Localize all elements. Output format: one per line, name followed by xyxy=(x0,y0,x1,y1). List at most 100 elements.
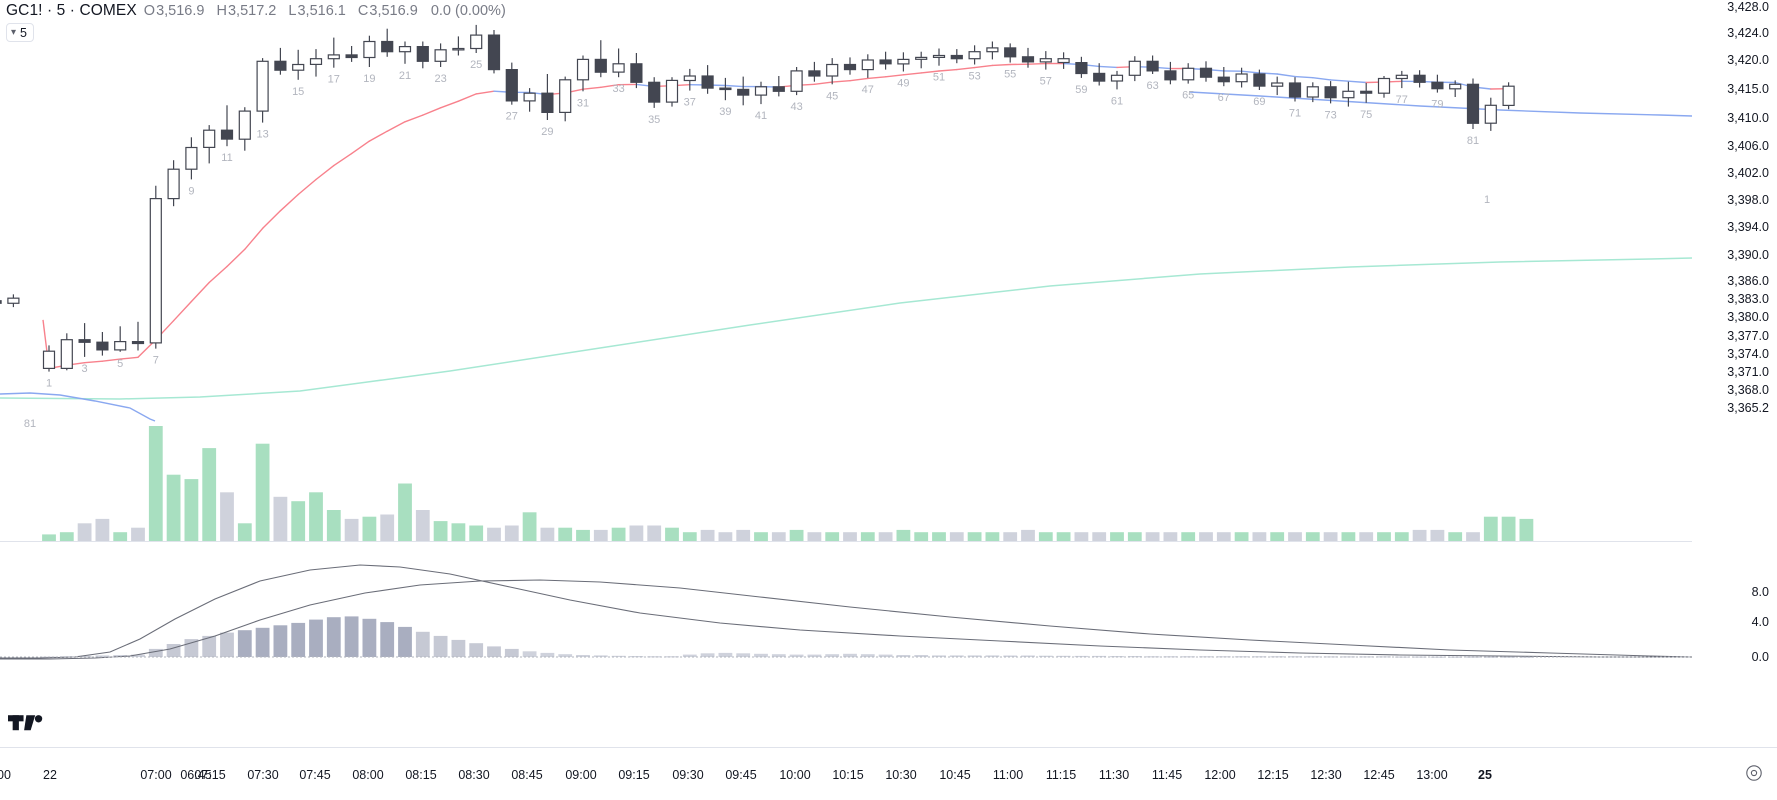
volume-bar xyxy=(611,527,626,541)
candle[interactable] xyxy=(665,77,679,107)
candle[interactable] xyxy=(648,77,661,108)
candle[interactable] xyxy=(1288,77,1302,102)
candle[interactable] xyxy=(1075,56,1088,78)
candle[interactable] xyxy=(790,67,803,96)
candle[interactable] xyxy=(238,107,251,151)
candle[interactable] xyxy=(701,65,714,94)
candle[interactable] xyxy=(363,35,376,67)
candle[interactable] xyxy=(78,323,91,357)
candle[interactable] xyxy=(523,88,536,112)
candle[interactable] xyxy=(327,37,340,68)
candle[interactable] xyxy=(1182,63,1195,84)
candle[interactable] xyxy=(167,160,180,207)
candle[interactable] xyxy=(149,185,162,349)
candle[interactable] xyxy=(1235,67,1248,88)
candle[interactable] xyxy=(1395,70,1408,89)
macd-pane[interactable] xyxy=(0,547,1692,747)
candle[interactable] xyxy=(737,76,750,106)
candle[interactable] xyxy=(826,58,839,85)
candle[interactable] xyxy=(309,49,323,77)
interval-selector[interactable]: ▾ 5 xyxy=(6,23,34,42)
candle[interactable] xyxy=(487,30,501,74)
candle[interactable] xyxy=(630,53,643,89)
candle[interactable] xyxy=(1253,69,1266,90)
candle[interactable] xyxy=(594,40,607,78)
candle[interactable] xyxy=(915,51,928,69)
candle[interactable] xyxy=(256,58,269,123)
legend-symbol[interactable]: GC1! · 5 · COMEX xyxy=(6,2,137,19)
candle[interactable] xyxy=(808,61,821,82)
tradingview-logo[interactable] xyxy=(8,710,48,736)
candle[interactable] xyxy=(879,51,892,70)
candle[interactable] xyxy=(1093,63,1106,86)
candle[interactable] xyxy=(452,36,465,56)
candle[interactable] xyxy=(1217,67,1230,87)
candle[interactable] xyxy=(1342,81,1355,107)
candle[interactable] xyxy=(1057,52,1070,69)
candle[interactable] xyxy=(683,68,696,91)
candle[interactable] xyxy=(0,293,2,305)
candle[interactable] xyxy=(541,74,554,120)
candle[interactable] xyxy=(274,47,287,75)
candle[interactable] xyxy=(1324,81,1337,104)
candle[interactable] xyxy=(719,77,732,101)
candle[interactable] xyxy=(576,55,590,92)
volume-bar xyxy=(576,529,590,541)
candle[interactable] xyxy=(754,81,768,105)
candle[interactable] xyxy=(220,105,234,147)
volume-bar xyxy=(166,474,181,541)
candle[interactable] xyxy=(1199,61,1213,82)
candle[interactable] xyxy=(950,49,963,64)
candle[interactable] xyxy=(1466,78,1480,130)
candlestick-series[interactable] xyxy=(0,24,1515,372)
macd-histogram-bar xyxy=(113,655,128,657)
price-scale[interactable]: 3,428.0 3,424.0 3,420.0 3,415.0 3,410.0 3,406… xyxy=(1692,0,1777,747)
candle[interactable] xyxy=(345,46,358,62)
candle[interactable] xyxy=(986,41,999,60)
candle[interactable] xyxy=(1413,70,1426,88)
candle[interactable] xyxy=(1449,80,1462,97)
candle[interactable] xyxy=(470,24,483,53)
candle[interactable] xyxy=(1271,76,1284,96)
candle[interactable] xyxy=(861,54,874,78)
candle[interactable] xyxy=(203,125,216,164)
candle[interactable] xyxy=(1164,61,1177,85)
candle[interactable] xyxy=(505,62,518,105)
candle[interactable] xyxy=(772,76,785,97)
pane-separator-1[interactable] xyxy=(0,541,1692,542)
candle[interactable] xyxy=(96,332,109,356)
candle[interactable] xyxy=(416,41,429,69)
candle[interactable] xyxy=(42,345,56,372)
candle[interactable] xyxy=(1039,51,1052,70)
candle[interactable] xyxy=(131,321,145,351)
candle[interactable] xyxy=(1021,47,1035,68)
candle[interactable] xyxy=(1431,74,1444,93)
candle[interactable] xyxy=(1128,56,1141,82)
candle[interactable] xyxy=(843,57,857,75)
candle[interactable] xyxy=(1484,97,1497,131)
candle[interactable] xyxy=(612,48,625,78)
candle[interactable] xyxy=(897,52,910,72)
candle[interactable] xyxy=(1306,82,1319,103)
candle[interactable] xyxy=(292,49,305,80)
candle[interactable] xyxy=(1146,55,1159,75)
candle[interactable] xyxy=(60,333,73,371)
candle[interactable] xyxy=(968,45,981,65)
chart-settings-icon[interactable] xyxy=(1745,764,1763,782)
candle[interactable] xyxy=(381,28,394,57)
candle[interactable] xyxy=(932,48,946,66)
candle[interactable] xyxy=(7,294,20,308)
candle[interactable] xyxy=(114,326,127,352)
macd-histogram-bar xyxy=(914,655,929,657)
candle[interactable] xyxy=(434,43,447,67)
candle[interactable] xyxy=(1360,83,1373,103)
candle[interactable] xyxy=(1377,76,1391,98)
candle[interactable] xyxy=(1110,70,1124,90)
candle[interactable] xyxy=(559,76,572,122)
candle[interactable] xyxy=(398,41,412,64)
candle[interactable] xyxy=(185,137,198,180)
candle[interactable] xyxy=(1502,82,1515,110)
candle[interactable] xyxy=(1004,43,1017,63)
time-scale[interactable]: 00 22 06:45 07:00 07:15 07:30 07:45 08:00 08:15 0… xyxy=(0,715,1777,800)
